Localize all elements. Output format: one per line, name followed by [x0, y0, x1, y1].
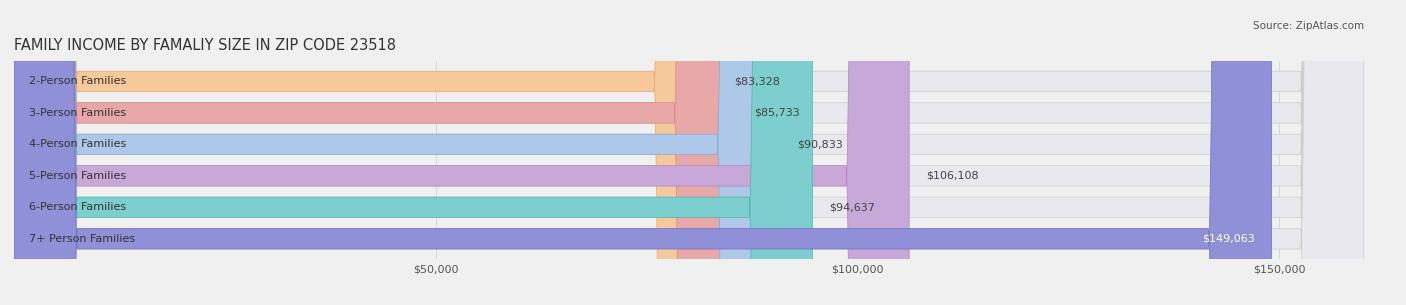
FancyBboxPatch shape	[14, 0, 717, 305]
FancyBboxPatch shape	[14, 0, 813, 305]
Text: 5-Person Families: 5-Person Families	[30, 171, 127, 181]
FancyBboxPatch shape	[14, 0, 1364, 305]
FancyBboxPatch shape	[14, 0, 1364, 305]
Text: $149,063: $149,063	[1202, 234, 1254, 244]
FancyBboxPatch shape	[14, 0, 1364, 305]
Text: $90,833: $90,833	[797, 139, 844, 149]
Text: FAMILY INCOME BY FAMALIY SIZE IN ZIP CODE 23518: FAMILY INCOME BY FAMALIY SIZE IN ZIP COD…	[14, 38, 396, 53]
FancyBboxPatch shape	[14, 0, 1364, 305]
FancyBboxPatch shape	[14, 0, 780, 305]
FancyBboxPatch shape	[14, 0, 910, 305]
Text: Source: ZipAtlas.com: Source: ZipAtlas.com	[1253, 21, 1364, 31]
FancyBboxPatch shape	[14, 0, 1364, 305]
FancyBboxPatch shape	[14, 0, 1271, 305]
Text: 7+ Person Families: 7+ Person Families	[30, 234, 135, 244]
Text: 3-Person Families: 3-Person Families	[30, 108, 127, 118]
FancyBboxPatch shape	[14, 0, 737, 305]
Text: $106,108: $106,108	[927, 171, 979, 181]
Text: $83,328: $83,328	[734, 77, 780, 86]
Text: $85,733: $85,733	[754, 108, 800, 118]
FancyBboxPatch shape	[14, 0, 1364, 305]
Text: 6-Person Families: 6-Person Families	[30, 202, 127, 212]
Text: $94,637: $94,637	[830, 202, 875, 212]
Text: 2-Person Families: 2-Person Families	[30, 77, 127, 86]
Text: 4-Person Families: 4-Person Families	[30, 139, 127, 149]
